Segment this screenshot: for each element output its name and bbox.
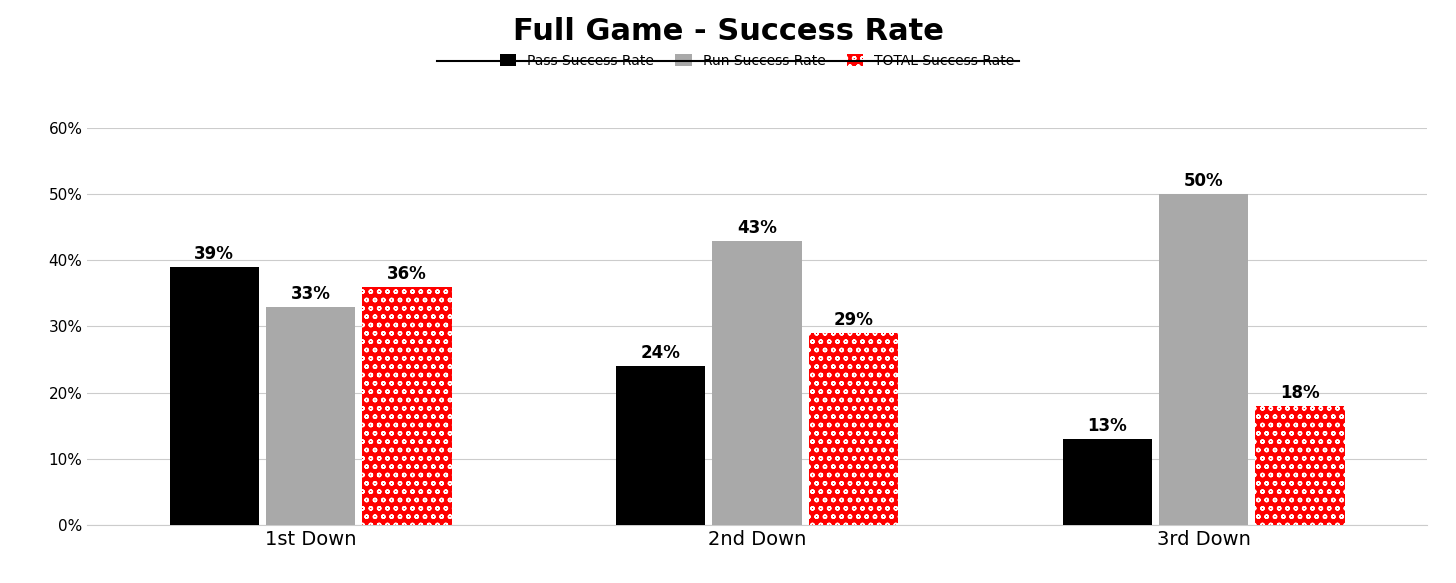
Text: 24%: 24% [641, 344, 680, 362]
Bar [363, 287, 451, 525]
Bar [1159, 194, 1248, 525]
Text: Full Game - Success Rate: Full Game - Success Rate [513, 17, 943, 47]
Bar [616, 366, 705, 525]
Bar [810, 333, 898, 525]
Text: 18%: 18% [1280, 384, 1321, 402]
Bar [169, 267, 259, 525]
Text: 39%: 39% [194, 245, 234, 263]
Bar [712, 241, 802, 525]
Text: 43%: 43% [737, 219, 778, 237]
Bar [266, 307, 355, 525]
Bar [1063, 439, 1152, 525]
Text: 33%: 33% [291, 285, 331, 303]
Text: 29%: 29% [834, 311, 874, 329]
Bar [1255, 406, 1345, 525]
Text: 13%: 13% [1088, 417, 1127, 435]
Text: 50%: 50% [1184, 173, 1223, 191]
Legend: Pass Success Rate, Run Success Rate, TOTAL Success Rate: Pass Success Rate, Run Success Rate, TOT… [494, 48, 1021, 73]
Text: 36%: 36% [387, 265, 427, 283]
